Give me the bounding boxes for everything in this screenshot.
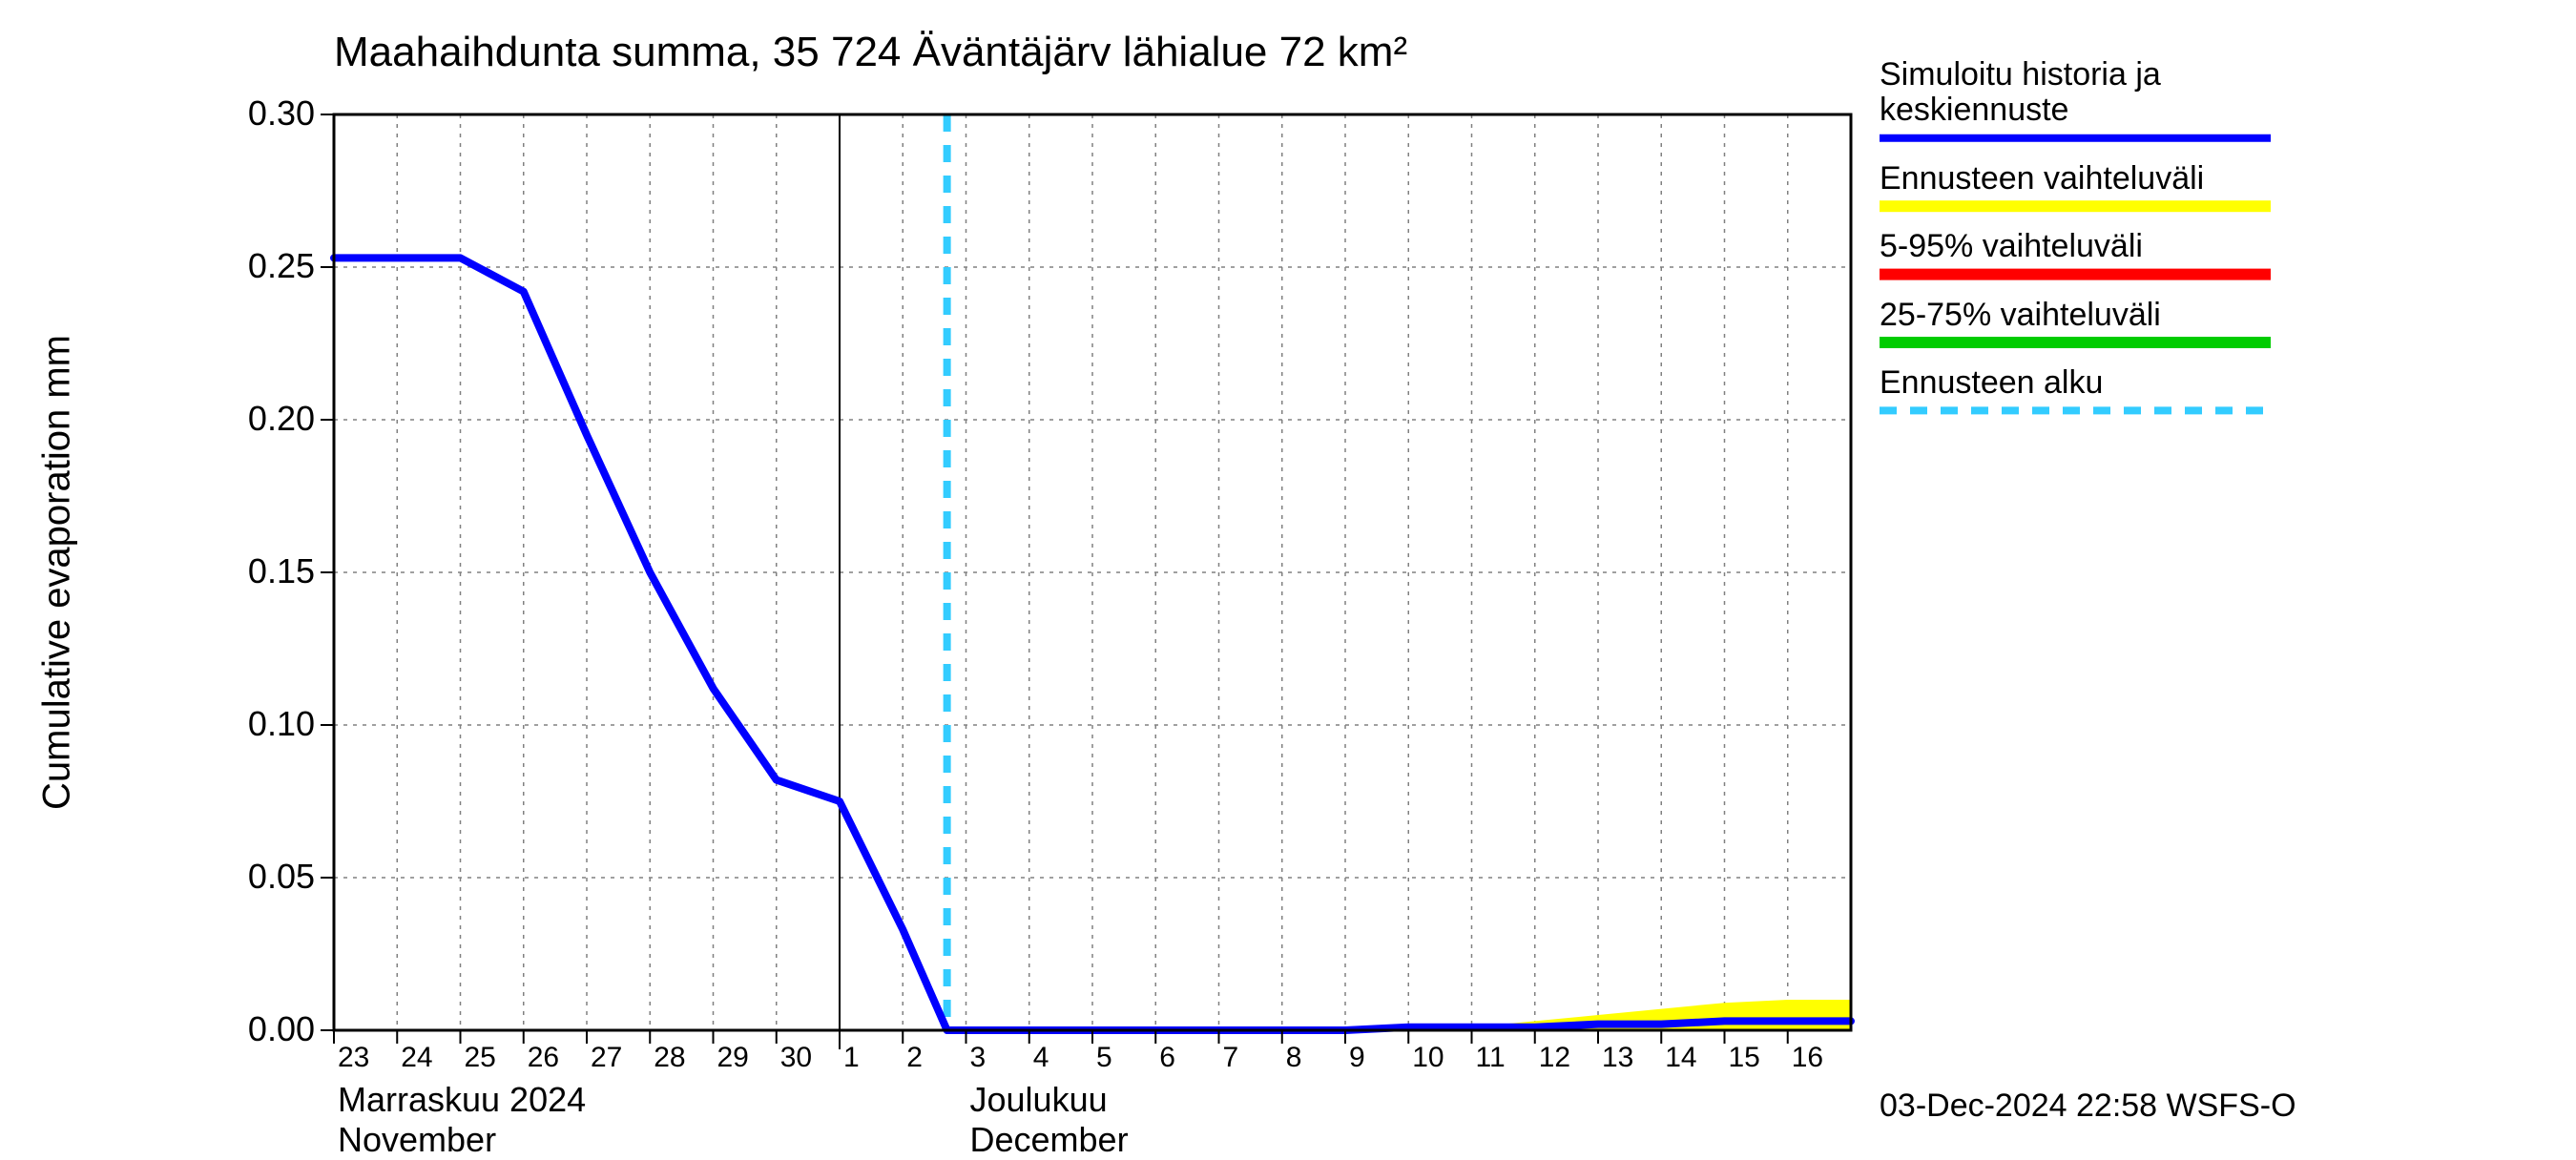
month-label: Joulukuu	[970, 1080, 1108, 1120]
x-tick-label: 16	[1792, 1042, 1823, 1074]
x-tick-label: 9	[1349, 1042, 1365, 1074]
y-tick-label: 0.30	[219, 93, 315, 134]
x-tick-label: 7	[1223, 1042, 1239, 1074]
legend-label: 25-75% vaihteluväli	[1880, 298, 2161, 333]
x-tick-label: 5	[1096, 1042, 1112, 1074]
month-label: November	[338, 1120, 496, 1160]
x-tick-label: 11	[1476, 1042, 1506, 1074]
x-tick-label: 10	[1412, 1042, 1444, 1074]
y-tick-label: 0.05	[219, 857, 315, 897]
x-tick-label: 2	[906, 1042, 923, 1074]
legend-label: Simuloitu historia jakeskiennuste	[1880, 57, 2161, 129]
x-tick-label: 25	[465, 1042, 496, 1074]
x-tick-label: 14	[1665, 1042, 1696, 1074]
timestamp-label: 03-Dec-2024 22:58 WSFS-O	[1880, 1088, 2296, 1125]
x-tick-label: 24	[401, 1042, 432, 1074]
x-tick-label: 3	[970, 1042, 987, 1074]
month-label: December	[970, 1120, 1129, 1160]
y-tick-label: 0.00	[219, 1009, 315, 1049]
x-tick-label: 23	[338, 1042, 369, 1074]
y-tick-label: 0.25	[219, 246, 315, 286]
x-tick-label: 12	[1539, 1042, 1570, 1074]
legend-label: Ennusteen vaihteluväli	[1880, 161, 2204, 197]
legend-label: Ennusteen alku	[1880, 365, 2103, 401]
legend-label: 5-95% vaihteluväli	[1880, 229, 2143, 264]
month-label: Marraskuu 2024	[338, 1080, 586, 1120]
x-tick-label: 1	[843, 1042, 860, 1074]
y-tick-label: 0.10	[219, 704, 315, 744]
x-tick-label: 4	[1033, 1042, 1049, 1074]
x-tick-label: 8	[1286, 1042, 1302, 1074]
x-tick-label: 6	[1159, 1042, 1175, 1074]
x-tick-label: 28	[654, 1042, 685, 1074]
x-tick-label: 26	[528, 1042, 559, 1074]
y-tick-label: 0.15	[219, 551, 315, 591]
x-tick-label: 13	[1602, 1042, 1633, 1074]
x-tick-label: 27	[591, 1042, 622, 1074]
y-tick-label: 0.20	[219, 399, 315, 439]
x-tick-label: 30	[780, 1042, 812, 1074]
x-tick-label: 29	[717, 1042, 749, 1074]
x-tick-label: 15	[1729, 1042, 1760, 1074]
